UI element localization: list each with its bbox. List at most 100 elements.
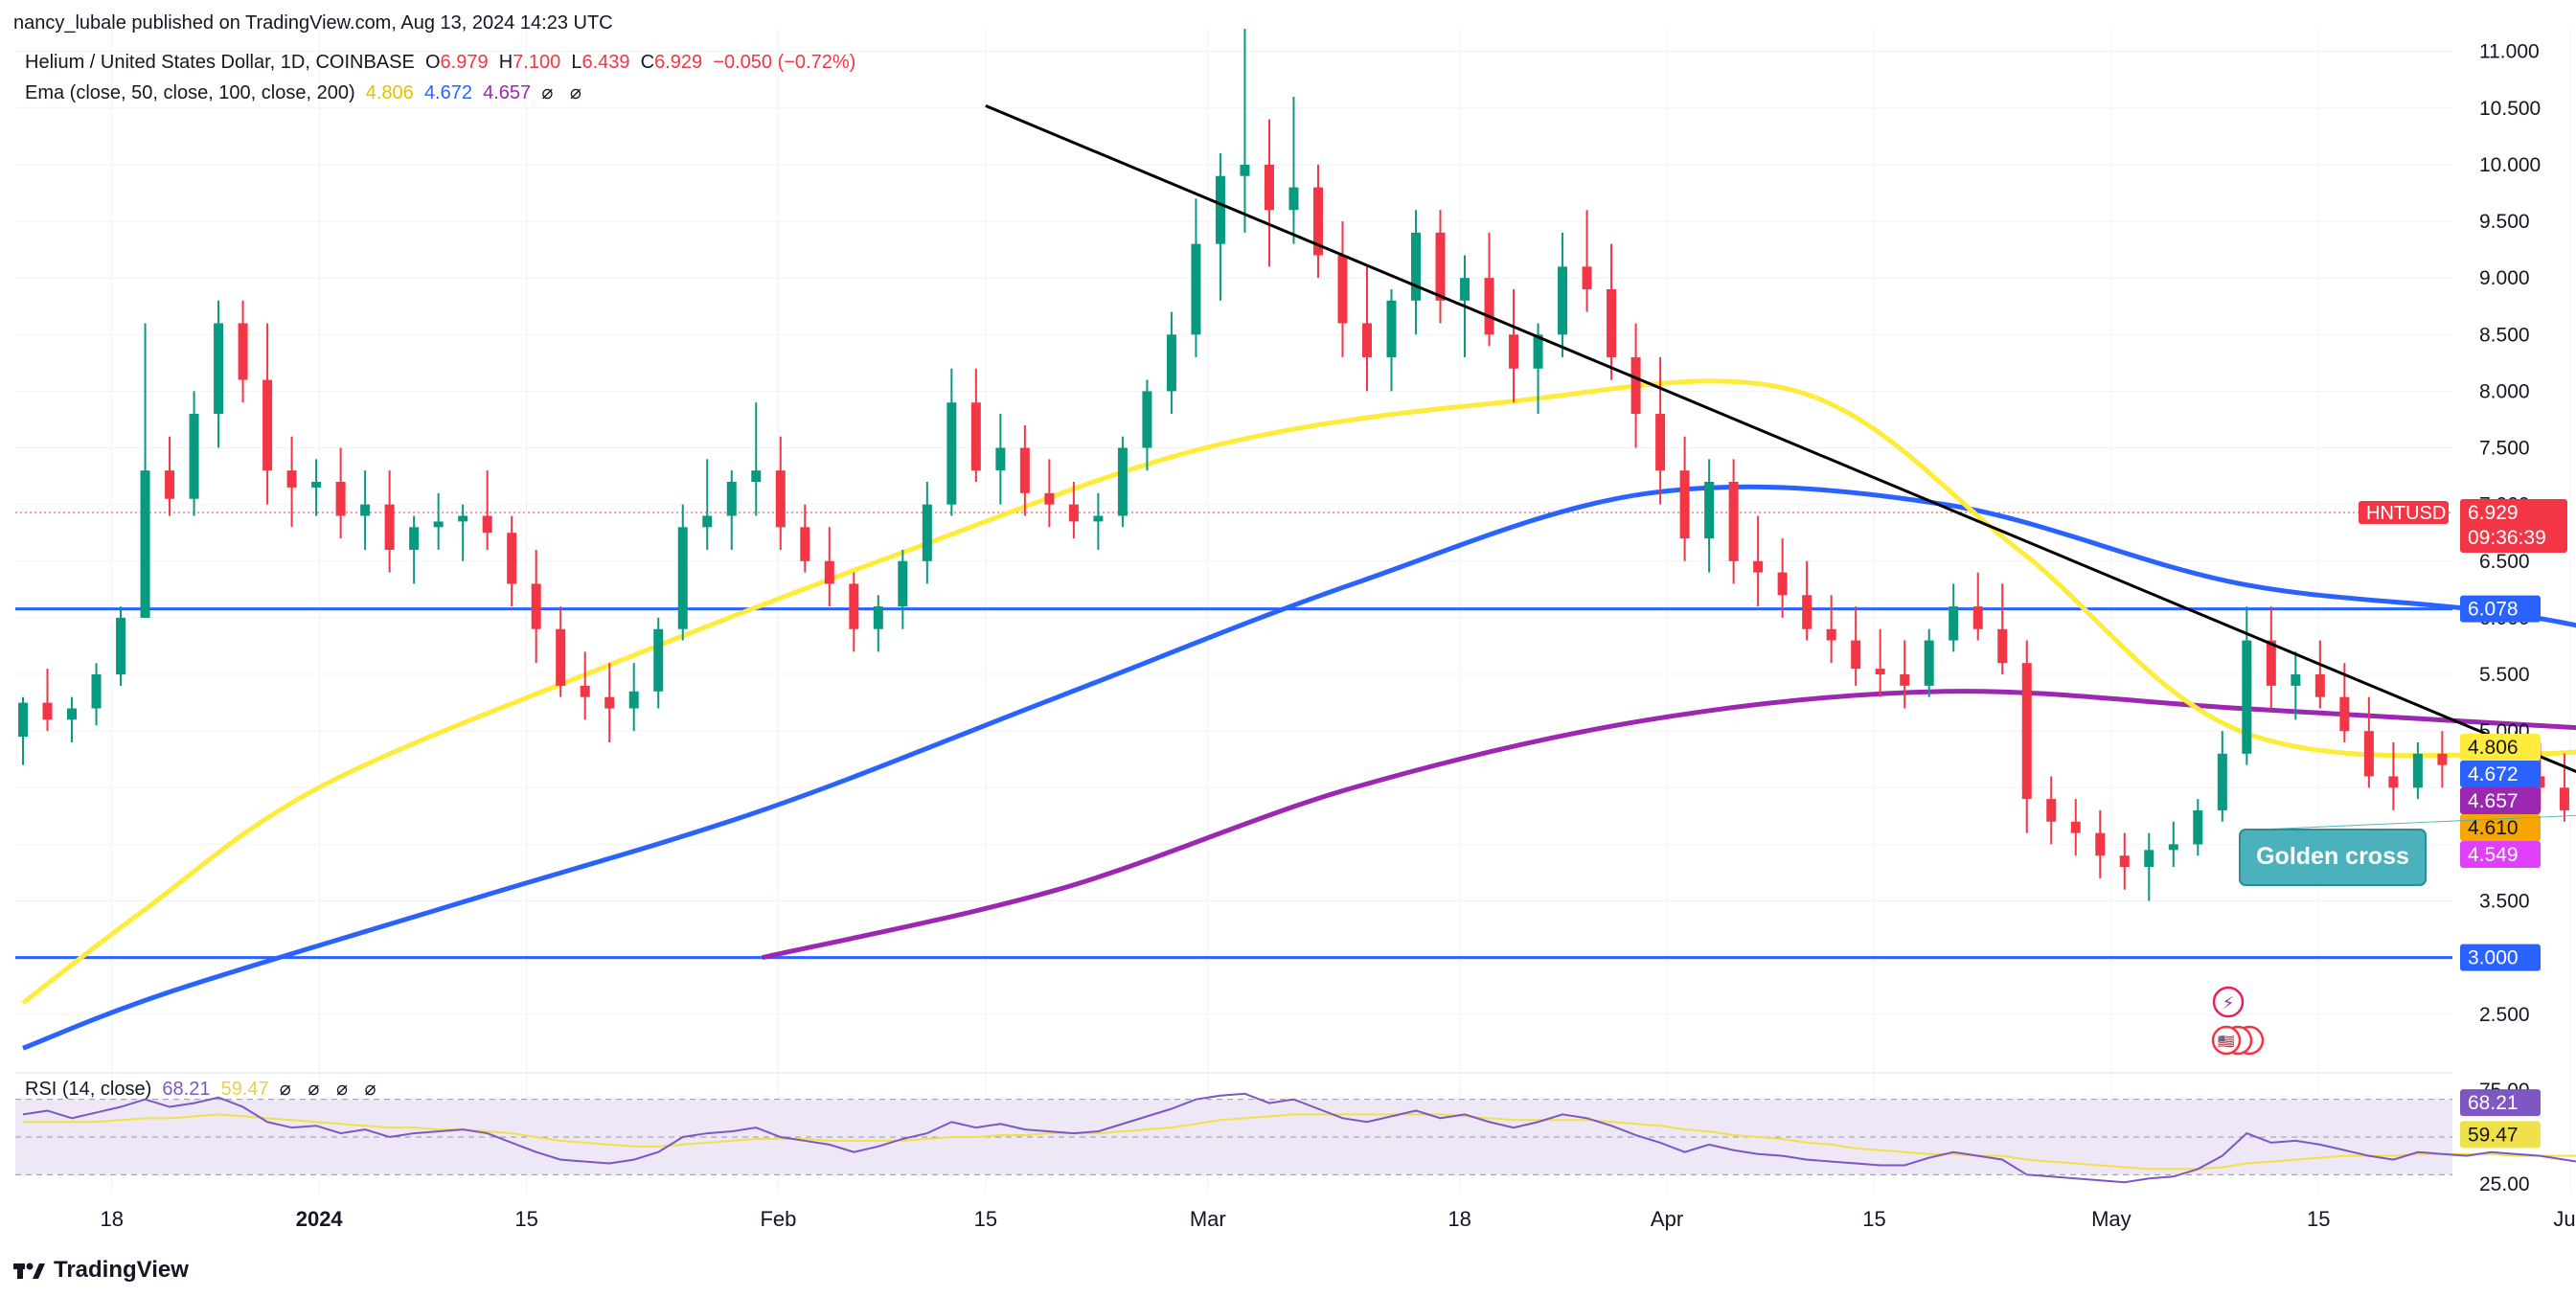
candle <box>1826 595 1836 664</box>
time-tick-label: 15 <box>974 1207 997 1231</box>
candle-body <box>1068 504 1079 522</box>
candle <box>898 549 908 629</box>
candle-body <box>1240 164 1250 176</box>
candle <box>2119 832 2130 890</box>
candle <box>165 436 175 516</box>
candle <box>2046 776 2057 845</box>
candle-body <box>2046 799 2057 822</box>
candle-body <box>1558 266 1568 335</box>
rsi-hidden-icons[interactable]: ⌀ ⌀ ⌀ ⌀ <box>279 1079 382 1100</box>
candle-body <box>482 515 492 534</box>
ema-tag: 4.672 <box>2460 761 2541 787</box>
candle-body <box>384 504 395 550</box>
ema-tag-bg <box>2460 734 2541 761</box>
candle <box>1582 210 1592 312</box>
candle <box>556 606 566 697</box>
symbol-title[interactable]: Helium / United States Dollar, 1D, COINB… <box>25 52 415 73</box>
ohlc-values: O6.979 H7.100 L6.439 C6.929 −0.050 (−0.7… <box>424 52 856 73</box>
candle <box>1312 164 1323 279</box>
candle-body <box>1484 278 1494 335</box>
candle-body <box>922 504 932 561</box>
candle <box>1704 459 1715 573</box>
candle-body <box>1949 606 1959 641</box>
candle-body <box>116 617 126 675</box>
candle-body <box>2095 832 2106 856</box>
rsi-pane <box>15 1092 2576 1184</box>
candle <box>2388 741 2399 810</box>
candle-body <box>335 482 346 516</box>
candle <box>1949 583 1959 652</box>
candle <box>1411 210 1422 335</box>
candle-body <box>2559 787 2569 810</box>
price-axis[interactable]: 11.000 10.500 10.000 9.500 9.000 8.500 8.000 7.… <box>2359 41 2567 1196</box>
candle <box>1264 119 1274 267</box>
ema-legend[interactable]: Ema (close, 50, close, 100, close, 200) … <box>25 80 587 104</box>
level-tag-bg <box>2460 944 2541 971</box>
hidden-eye-icons[interactable]: ⌀ ⌀ <box>541 82 587 103</box>
candle <box>482 470 492 550</box>
candle <box>1386 288 1397 392</box>
ema-label: Ema (close, 50, close, 100, close, 200) <box>25 82 355 103</box>
candle-body <box>556 628 566 686</box>
candle-body <box>2168 844 2178 851</box>
candle <box>2339 663 2350 742</box>
candle-body <box>1777 572 1788 596</box>
candle <box>18 696 28 765</box>
candle <box>1142 379 1152 471</box>
rsi-line <box>22 1092 2576 1184</box>
candle <box>1509 288 1519 403</box>
candle <box>775 436 786 550</box>
candle-body <box>751 470 762 483</box>
candle-body <box>409 527 420 550</box>
candle <box>42 669 53 732</box>
candle-body <box>1166 334 1176 392</box>
time-axis[interactable]: 18202415Feb15Mar18Apr15May15Jun17Jul15Au… <box>101 1207 2576 1231</box>
candle-body <box>1435 232 1446 301</box>
candle-body <box>1900 674 1910 686</box>
candle <box>2437 731 2448 788</box>
candle <box>1019 424 1030 516</box>
level-tag: 3.000 <box>2460 944 2541 971</box>
rsi-value: 68.21 <box>162 1079 211 1100</box>
time-tick-label: Jun <box>2553 1207 2576 1231</box>
candle-body <box>1728 482 1739 561</box>
time-tick-label: 2024 <box>296 1207 344 1231</box>
candle <box>800 504 810 573</box>
candle <box>2559 753 2569 822</box>
candle-body <box>1607 288 1617 357</box>
price-tick-label: 7.500 <box>2479 438 2530 460</box>
candle-body <box>286 470 297 488</box>
candle-body <box>1312 187 1323 256</box>
candle <box>360 470 371 550</box>
horizontal-levels <box>15 512 2452 960</box>
candle <box>1851 606 1861 686</box>
candle-body <box>1288 187 1299 211</box>
event-icons[interactable]: ⚡ 🇺🇸 <box>2211 986 2265 1056</box>
candle <box>67 696 78 742</box>
candle <box>2363 696 2374 788</box>
candle-body <box>1509 334 1519 369</box>
candle-body <box>1142 391 1152 448</box>
tradingview-brand[interactable]: TradingView <box>13 1257 189 1284</box>
candle-body <box>1044 492 1055 505</box>
level-tag: 6.078 <box>2460 595 2541 623</box>
candle-body <box>2437 753 2448 765</box>
tradingview-logo-icon <box>13 1261 46 1280</box>
candle-body <box>1533 334 1543 369</box>
candle-body <box>628 691 639 709</box>
candle <box>1191 198 1201 357</box>
rsi-legend[interactable]: RSI (14, close) 68.21 59.47 ⌀ ⌀ ⌀ ⌀ <box>25 1077 382 1101</box>
candle-body <box>433 521 444 528</box>
candle-body <box>2339 696 2350 732</box>
candle-body <box>849 583 859 629</box>
candle-body <box>1191 243 1201 335</box>
candle-body <box>2388 776 2399 788</box>
candle <box>653 617 664 709</box>
candle-body <box>1851 640 1861 670</box>
candle-body <box>91 674 102 709</box>
price-tick-label: 6.500 <box>2479 551 2530 573</box>
candle-body <box>677 527 688 629</box>
candle <box>1777 538 1788 618</box>
grid-lines <box>15 29 2571 1194</box>
